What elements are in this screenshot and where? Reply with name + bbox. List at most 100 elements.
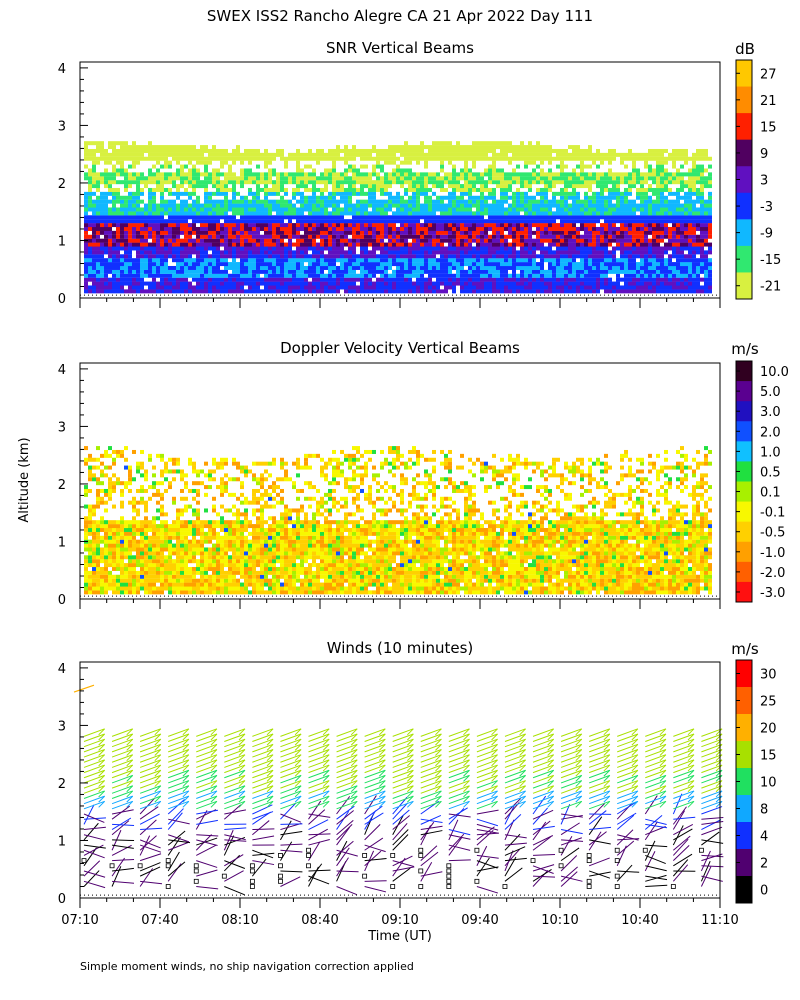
snr-cell	[272, 191, 276, 196]
snr-cell	[432, 281, 436, 286]
snr-cell	[312, 285, 316, 290]
snr-cell	[276, 148, 280, 153]
snr-cell	[328, 246, 332, 251]
snr-cell	[244, 203, 248, 208]
snr-cell	[196, 156, 200, 161]
snr-cell	[560, 258, 564, 263]
snr-cell	[448, 226, 452, 231]
snr-cell	[672, 277, 676, 282]
snr-cell	[588, 254, 592, 259]
snr-cell	[320, 265, 324, 270]
snr-cell	[476, 219, 480, 224]
snr-cell	[676, 215, 680, 220]
snr-cell	[408, 203, 412, 208]
snr-cell	[460, 285, 464, 290]
snr-cell	[604, 223, 608, 228]
snr-cell	[340, 234, 344, 239]
snr-cell	[368, 148, 372, 153]
snr-cell	[316, 176, 320, 181]
snr-cell	[528, 160, 532, 165]
snr-cell	[220, 223, 224, 228]
snr-cell	[288, 285, 292, 290]
snr-cell	[656, 176, 660, 181]
snr-cell	[424, 242, 428, 247]
snr-cell	[576, 226, 580, 231]
snr-cell	[628, 219, 632, 224]
snr-cell	[388, 148, 392, 153]
snr-cell	[256, 187, 260, 192]
snr-cell	[424, 258, 428, 263]
snr-cell	[304, 207, 308, 212]
snr-cell	[652, 203, 656, 208]
snr-cell	[516, 195, 520, 200]
snr-cell	[240, 234, 244, 239]
snr-cell	[536, 242, 540, 247]
snr-cell	[300, 184, 304, 189]
snr-cell	[528, 199, 532, 204]
snr-cell	[668, 180, 672, 185]
snr-cell	[648, 195, 652, 200]
snr-cell	[384, 156, 388, 161]
snr-cell	[232, 195, 236, 200]
snr-cell	[540, 254, 544, 259]
snr-cell	[416, 230, 420, 235]
snr-cell	[336, 180, 340, 185]
snr-cell	[112, 238, 116, 243]
snr-cell	[344, 203, 348, 208]
snr-cell	[316, 242, 320, 247]
snr-cell	[168, 207, 172, 212]
snr-cell	[608, 269, 612, 274]
snr-cell	[408, 277, 412, 282]
snr-cell	[256, 238, 260, 243]
snr-cell	[304, 176, 308, 181]
snr-cell	[416, 258, 420, 263]
snr-cell	[680, 250, 684, 255]
snr-cell	[592, 191, 596, 196]
snr-cell	[556, 265, 560, 270]
snr-cell	[368, 250, 372, 255]
snr-cell	[624, 223, 628, 228]
snr-cell	[412, 191, 416, 196]
snr-cell	[324, 273, 328, 278]
snr-cell	[572, 242, 576, 247]
snr-cell	[492, 172, 496, 177]
snr-cell	[180, 148, 184, 153]
snr-cell	[120, 281, 124, 286]
snr-cell	[452, 281, 456, 286]
snr-cell	[216, 215, 220, 220]
snr-cell	[344, 254, 348, 259]
snr-cell	[104, 246, 108, 251]
snr-cell	[336, 223, 340, 228]
snr-cell	[224, 226, 228, 231]
snr-cell	[256, 207, 260, 212]
snr-cell	[448, 234, 452, 239]
snr-cell	[412, 172, 416, 177]
snr-cell	[384, 234, 388, 239]
snr-cell	[372, 226, 376, 231]
snr-cell	[540, 207, 544, 212]
snr-cell	[392, 148, 396, 153]
snr-cell	[84, 254, 88, 259]
snr-cell	[476, 281, 480, 286]
snr-cell	[268, 250, 272, 255]
snr-cell	[328, 176, 332, 181]
snr-cell	[156, 180, 160, 185]
snr-cell	[652, 262, 656, 267]
snr-cell	[268, 211, 272, 216]
snr-cell	[440, 215, 444, 220]
snr-cell	[332, 285, 336, 290]
snr-cell	[420, 152, 424, 157]
snr-cell	[464, 250, 468, 255]
snr-cell	[544, 195, 548, 200]
snr-cell	[136, 242, 140, 247]
snr-cell	[588, 180, 592, 185]
snr-cell	[624, 203, 628, 208]
snr-cell	[468, 168, 472, 173]
snr-cell	[324, 246, 328, 251]
snr-cell	[304, 277, 308, 282]
snr-cell	[324, 234, 328, 239]
snr-cell	[196, 207, 200, 212]
snr-cell	[160, 211, 164, 216]
snr-cell	[148, 250, 152, 255]
snr-cell	[672, 242, 676, 247]
